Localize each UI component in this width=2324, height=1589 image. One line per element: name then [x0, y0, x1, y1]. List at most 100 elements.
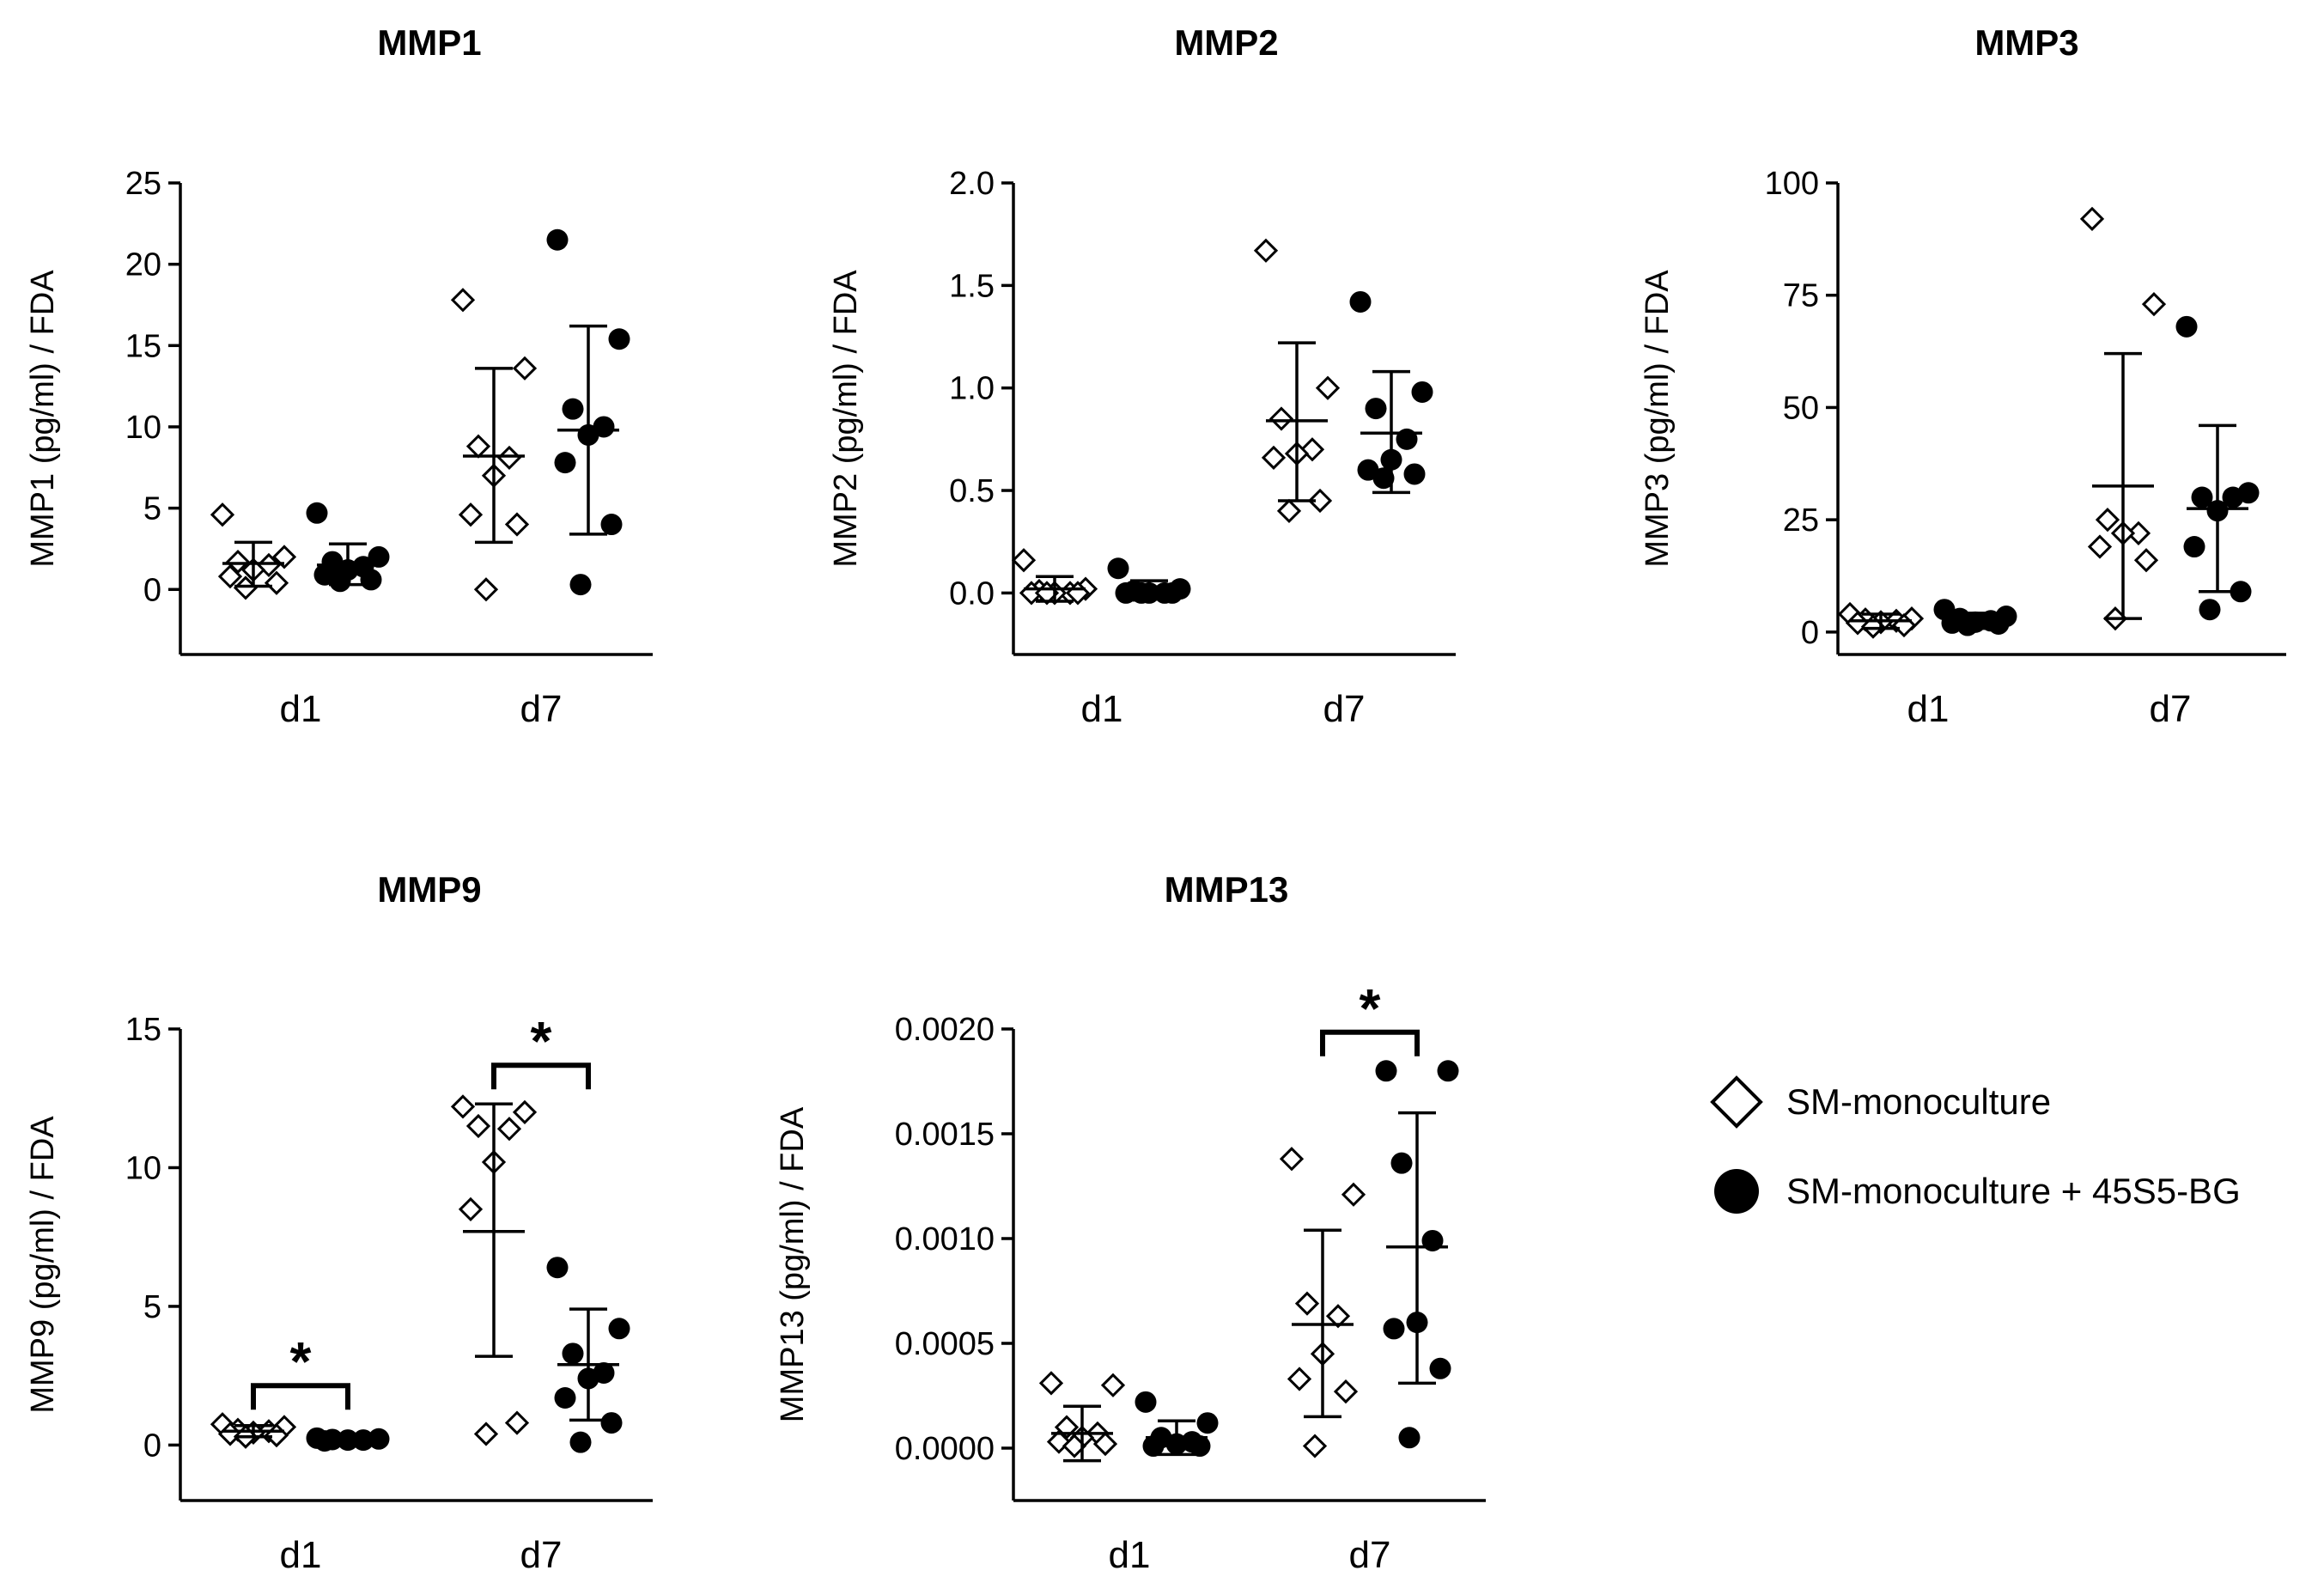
legend-label-sm-monoculture-45s5-bg: SM-monoculture + 45S5-BG: [1786, 1171, 2241, 1211]
y-tick-label-mmp2: 1.0: [949, 371, 995, 407]
data-point-sm-monoculture: [473, 577, 499, 602]
data-point-sm-monoculture-45s5-bg: [1403, 463, 1426, 485]
y-tick-label-mmp9: 15: [125, 1012, 161, 1048]
data-point-sm-monoculture: [1279, 1147, 1305, 1172]
significance-marker: *: [290, 1330, 312, 1392]
y-tick-label-mmp1: 10: [125, 410, 161, 446]
data-point-sm-monoculture: [1092, 1431, 1118, 1457]
data-point-sm-monoculture: [1333, 1379, 1359, 1404]
data-point-sm-monoculture-45s5-bg: [546, 228, 569, 251]
y-tick-label-mmp9: 0: [143, 1428, 161, 1464]
data-point-sm-monoculture: [465, 1113, 491, 1139]
y-tick-label-mmp13: 0.0010: [895, 1221, 995, 1257]
y-tick-label-mmp13: 0.0000: [895, 1431, 995, 1467]
data-point-sm-monoculture: [473, 1422, 499, 1446]
data-point-sm-monoculture: [1276, 498, 1302, 524]
data-point-sm-monoculture-45s5-bg: [1411, 381, 1433, 403]
data-point-sm-monoculture: [512, 356, 538, 381]
y-tick-label-mmp1: 15: [125, 328, 161, 364]
y-tick-label-mmp9: 10: [125, 1150, 161, 1186]
y-tick-label-mmp2: 1.5: [949, 268, 995, 304]
data-point-sm-monoculture-45s5-bg: [2222, 486, 2244, 508]
data-point-sm-monoculture-45s5-bg: [600, 1412, 623, 1434]
y-tick-label-mmp1: 5: [143, 491, 161, 527]
y-axis-label-mmp1: MMP1 (pg/ml) / FDA: [25, 270, 61, 568]
y-tick-label-mmp13: 0.0020: [895, 1012, 995, 1048]
data-point-sm-monoculture: [1315, 375, 1341, 400]
data-point-sm-monoculture-45s5-bg: [368, 545, 390, 568]
x-category-label-d1: d1: [280, 1534, 322, 1576]
y-tick-label-mmp2: 0.0: [949, 575, 995, 612]
y-tick-label-mmp2: 0.5: [949, 473, 995, 509]
data-point-sm-monoculture-45s5-bg: [2175, 315, 2198, 338]
data-point-sm-monoculture-45s5-bg: [329, 570, 351, 593]
legend-label-sm-monoculture: SM-monoculture: [1786, 1081, 2051, 1122]
y-tick-label-mmp9: 5: [143, 1289, 161, 1325]
data-point-sm-monoculture: [1261, 445, 1287, 470]
y-tick-label-mmp2: 2.0: [949, 166, 995, 202]
data-point-sm-monoculture: [504, 1410, 530, 1435]
data-point-sm-monoculture-45s5-bg: [2183, 536, 2205, 558]
data-point-sm-monoculture: [450, 1094, 476, 1119]
significance-bracket: [1320, 1029, 1420, 1056]
data-point-sm-monoculture: [1100, 1373, 1126, 1397]
data-point-sm-monoculture-45s5-bg: [1365, 398, 1387, 420]
chart-title-mmp2: MMP2: [1174, 22, 1278, 63]
y-axis-label-mmp3: MMP3 (pg/ml) / FDA: [1640, 270, 1676, 568]
data-point-sm-monoculture-45s5-bg: [1429, 1357, 1451, 1379]
x-category-label-d1: d1: [1907, 688, 1950, 730]
y-tick-label-mmp13: 0.0015: [895, 1117, 995, 1153]
data-point-sm-monoculture: [458, 1196, 484, 1222]
data-point-sm-monoculture-45s5-bg: [1189, 1435, 1211, 1458]
data-point-sm-monoculture-45s5-bg: [1196, 1412, 1219, 1434]
data-point-sm-monoculture: [1268, 406, 1294, 431]
data-point-sm-monoculture: [496, 1117, 522, 1142]
x-category-label-d7: d7: [1323, 688, 1366, 730]
y-tick-label-mmp3: 25: [1783, 502, 1819, 539]
y-tick-label-mmp3: 100: [1765, 166, 1819, 202]
panel-mmp2: MMP2 0.0 0.5 1.0 1.5 2.0 MMP2 (pg/ml) / FDA d1 d…: [828, 22, 1456, 730]
data-point-sm-monoculture-45s5-bg: [1390, 1152, 1413, 1174]
data-point-sm-monoculture-45s5-bg: [2199, 599, 2221, 621]
y-axis-label-mmp2: MMP2 (pg/ml) / FDA: [828, 270, 864, 568]
data-point-sm-monoculture-45s5-bg: [546, 1257, 569, 1279]
data-point-sm-monoculture-45s5-bg: [1437, 1060, 1459, 1082]
data-point-sm-monoculture: [2087, 534, 2113, 559]
data-point-sm-monoculture: [1287, 1367, 1312, 1391]
data-point-sm-monoculture: [450, 288, 476, 313]
significance-marker: *: [531, 1010, 552, 1072]
data-point-sm-monoculture-45s5-bg: [2191, 486, 2213, 508]
x-category-label-d7: d7: [520, 1534, 563, 1576]
data-point-sm-monoculture: [512, 1099, 538, 1125]
data-point-sm-monoculture: [1325, 1304, 1351, 1329]
data-point-sm-monoculture-45s5-bg: [554, 452, 576, 474]
data-point-sm-monoculture-45s5-bg: [1372, 467, 1395, 490]
data-point-sm-monoculture: [264, 570, 289, 595]
y-axis-label-mmp9: MMP9 (pg/ml) / FDA: [25, 1116, 61, 1414]
panel-mmp9: MMP9 0 5 10 15 MMP9 (pg/ml) / FDA d1 d7 * *: [25, 869, 653, 1576]
data-point-sm-monoculture: [504, 512, 530, 537]
data-point-sm-monoculture-45s5-bg: [569, 574, 592, 596]
chart-title-mmp9: MMP9: [377, 869, 481, 910]
significance-bracket: [491, 1062, 591, 1090]
data-point-sm-monoculture-45s5-bg: [360, 569, 382, 591]
data-point-sm-monoculture: [465, 434, 491, 459]
x-category-label-d1: d1: [1109, 1534, 1151, 1576]
data-point-sm-monoculture: [2079, 206, 2105, 231]
x-category-label-d1: d1: [280, 688, 322, 730]
panel-mmp3: MMP3 0 25 50 75 100 MMP3 (pg/ml) / FDA d1 d7: [1640, 22, 2286, 730]
data-point-sm-monoculture: [2141, 292, 2167, 317]
data-point-sm-monoculture-45s5-bg: [1383, 1318, 1405, 1340]
data-point-sm-monoculture-45s5-bg: [600, 514, 623, 536]
data-point-sm-monoculture: [1302, 1434, 1328, 1458]
y-tick-label-mmp3: 75: [1783, 278, 1819, 314]
data-point-sm-monoculture: [217, 564, 243, 589]
y-tick-label-mmp3: 0: [1801, 615, 1819, 651]
data-point-sm-monoculture-45s5-bg: [1349, 290, 1372, 313]
y-tick-label-mmp1: 25: [125, 166, 161, 202]
data-point-sm-monoculture: [1253, 238, 1279, 263]
data-point-sm-monoculture: [1038, 1371, 1064, 1396]
x-category-label-d7: d7: [2150, 688, 2192, 730]
